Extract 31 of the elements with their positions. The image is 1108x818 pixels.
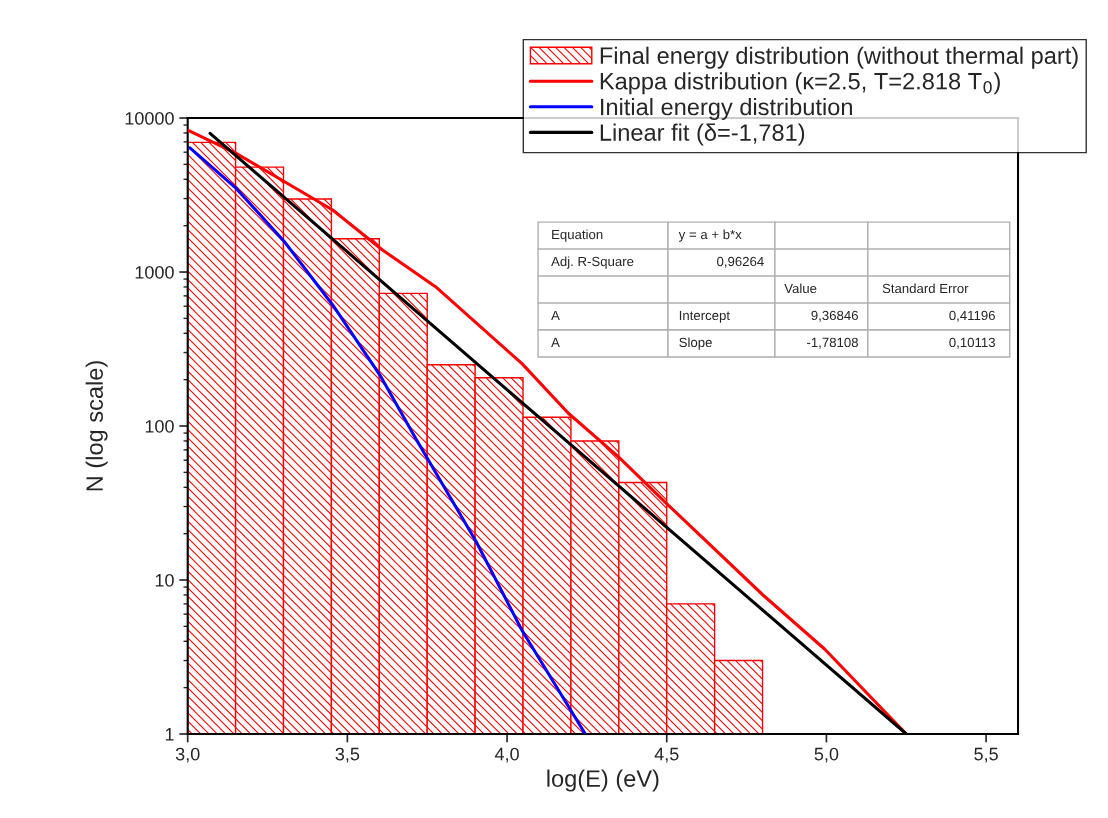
annotation: Adj. R-Square xyxy=(551,256,634,269)
x-axis-title: log(E) (eV) xyxy=(547,769,659,792)
legend-label: Final energy distribution (without thermal part) xyxy=(600,46,1078,69)
annotation: A xyxy=(551,310,560,320)
annotation: -1,78108 xyxy=(807,337,858,349)
annotation: 9,36846 xyxy=(811,310,858,322)
y-axis-title: N (log scale) xyxy=(85,361,108,491)
y-tick-label: 100 xyxy=(145,419,174,433)
annotation: Slope xyxy=(679,337,712,350)
y-tick-label: 1000 xyxy=(135,265,174,279)
y-tick-label: 10000 xyxy=(125,111,174,125)
annotation: 0,10113 xyxy=(949,337,995,349)
y-tick-label: 10 xyxy=(155,573,174,587)
x-tick-label: 3,5 xyxy=(335,747,360,763)
x-tick-label: 3,0 xyxy=(175,747,200,763)
x-tick-label: 5,5 xyxy=(974,747,998,763)
y-tick-label: 1 xyxy=(165,728,174,741)
legend-label: Linear fit (δ=-1,781) xyxy=(600,123,805,146)
annotation: Equation xyxy=(552,229,603,242)
legend-label: Kappa distribution (κ=2.5, T=2.818 T$_{0}$) xyxy=(600,72,1000,95)
x-tick-label: 5,0 xyxy=(814,747,839,763)
x-tick-label: 4,5 xyxy=(654,747,679,763)
annotation: Standard Error xyxy=(882,283,969,294)
annotation: 0,96264 xyxy=(717,256,764,268)
legend-label: Initial energy distribution xyxy=(601,97,852,120)
annotation: A xyxy=(551,337,560,347)
annotation: Intercept xyxy=(679,310,730,323)
annotation: y = a + b*x xyxy=(678,229,742,242)
annotation: Value xyxy=(784,283,817,294)
x-tick-label: 4,0 xyxy=(494,747,519,763)
annotation: 0,41196 xyxy=(949,310,995,322)
